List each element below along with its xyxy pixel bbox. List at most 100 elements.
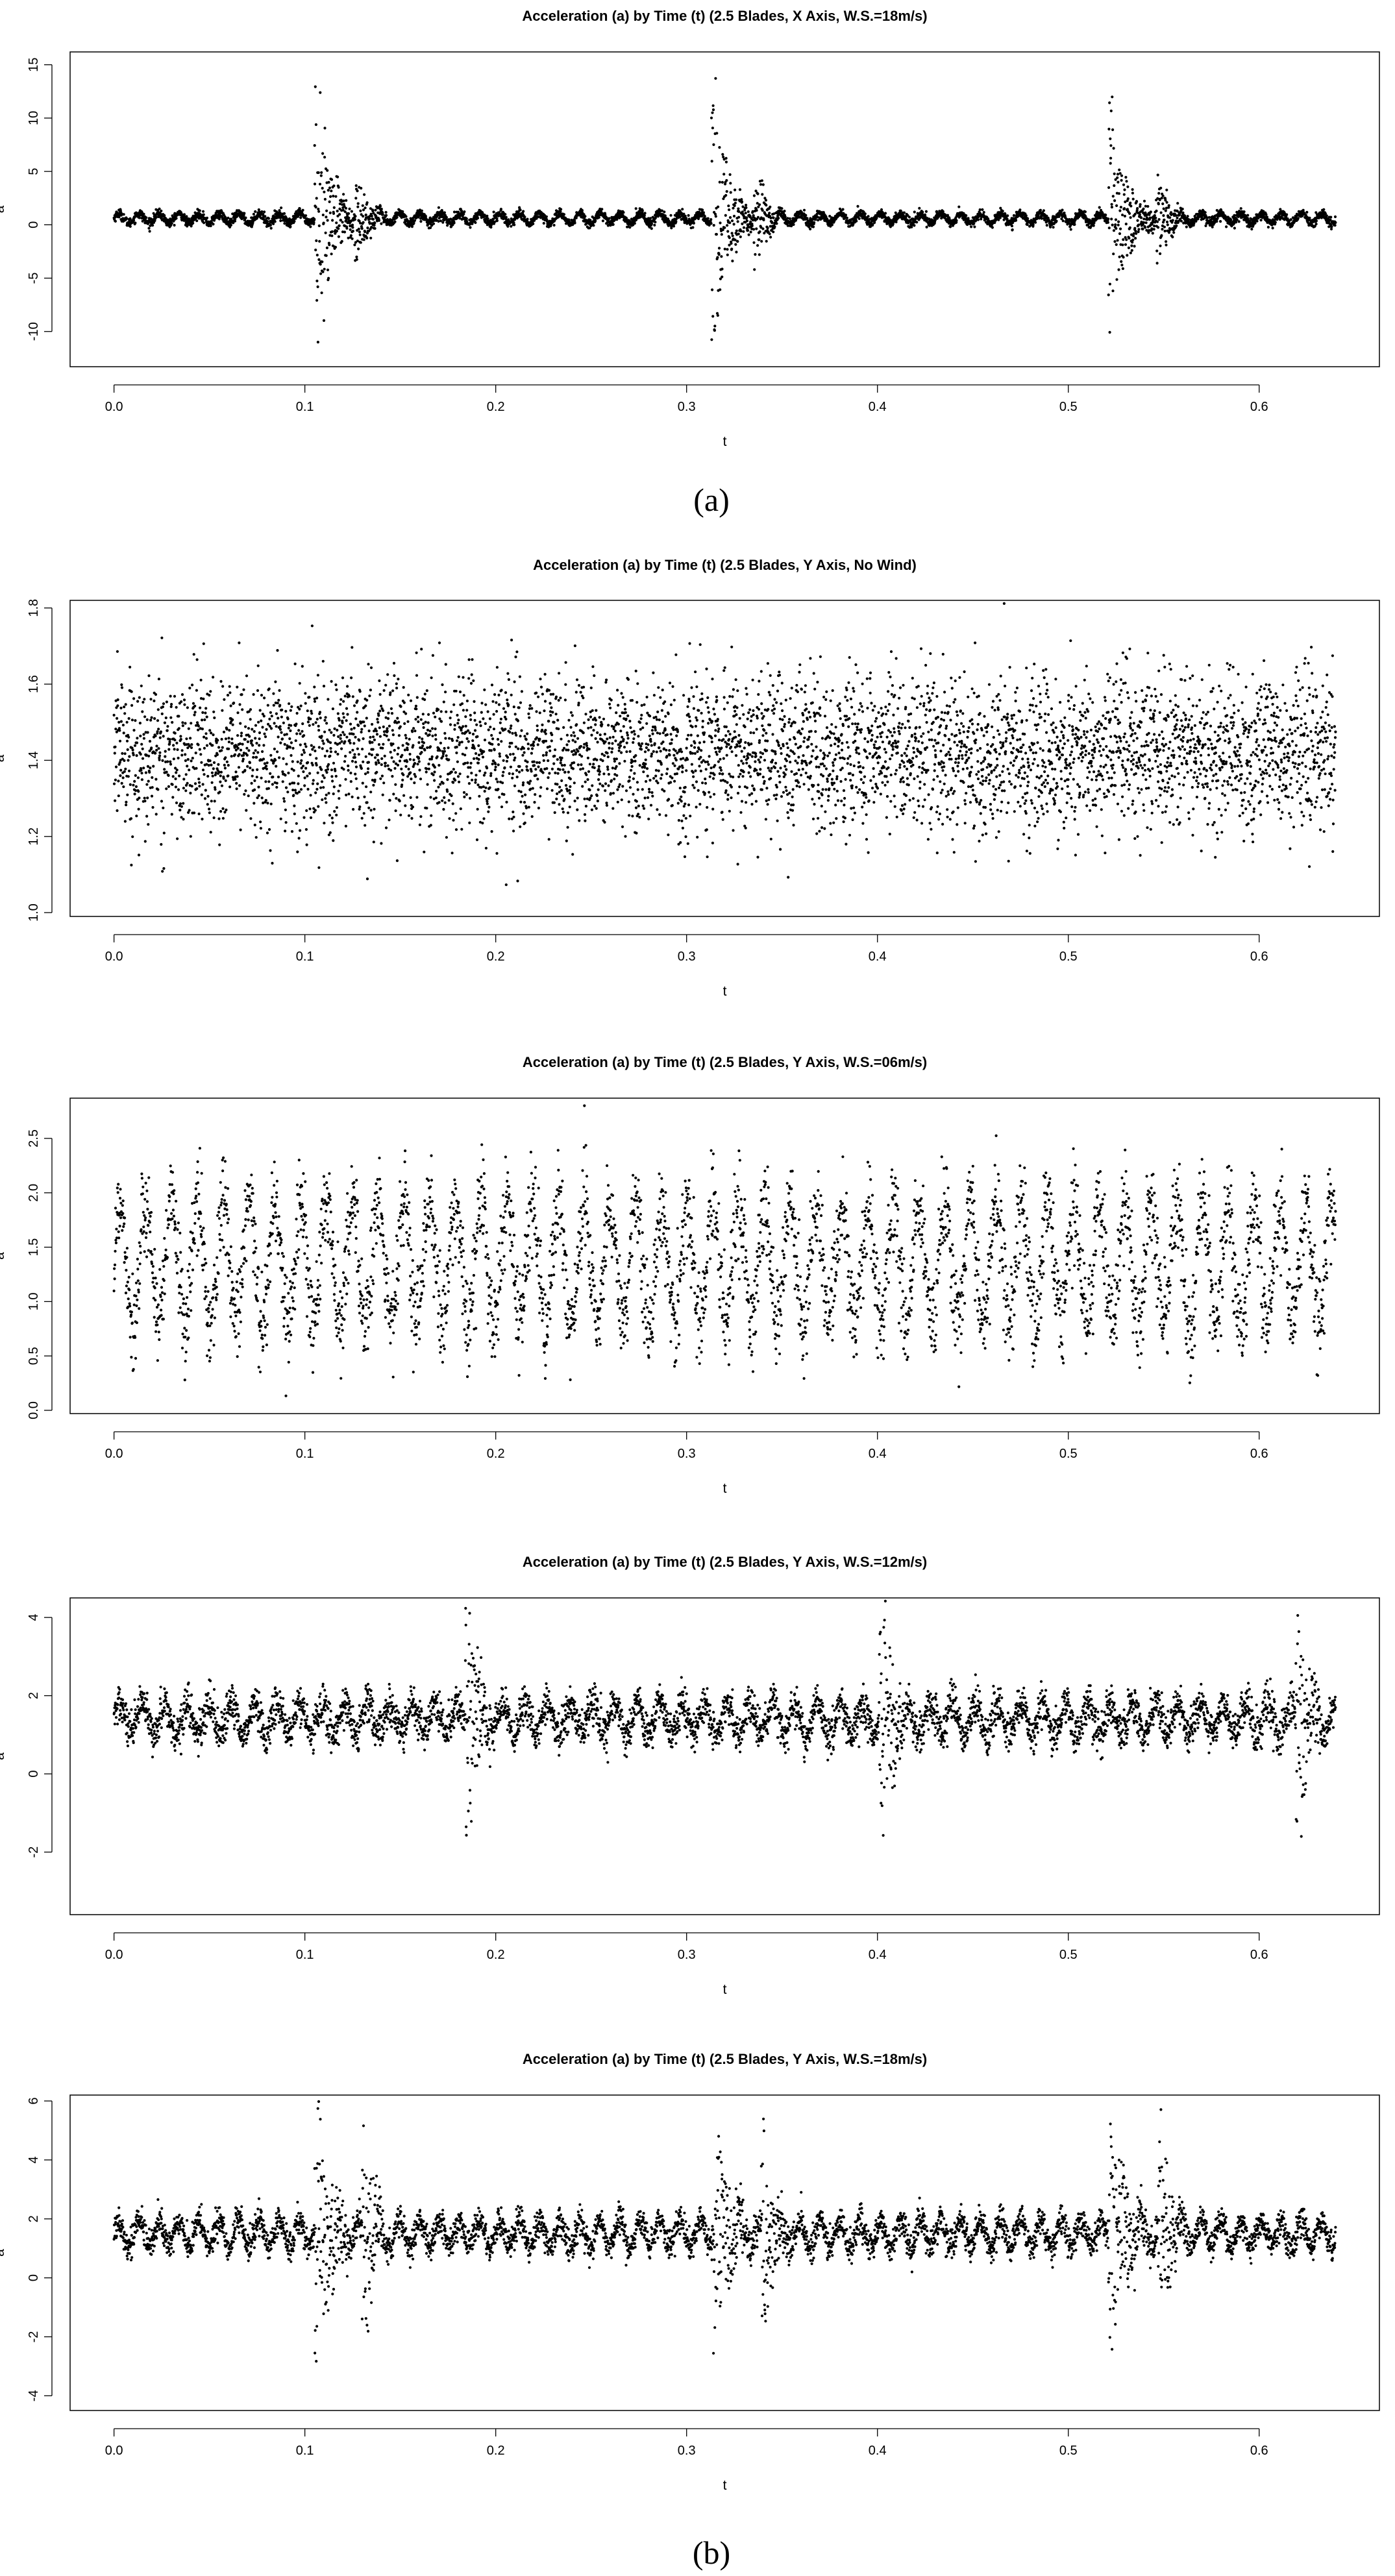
data-point (1111, 289, 1114, 292)
data-point (711, 112, 713, 114)
data-point (260, 210, 263, 213)
data-point (768, 212, 771, 214)
data-point (1123, 207, 1126, 210)
data-point (380, 208, 383, 210)
data-point (513, 223, 515, 226)
data-point (1117, 173, 1119, 175)
data-point (730, 242, 732, 245)
data-point (669, 214, 672, 217)
data-point (684, 215, 687, 217)
data-point (789, 217, 791, 220)
data-point (129, 225, 132, 228)
data-point (1011, 228, 1014, 231)
data-point (453, 221, 456, 224)
data-point (323, 156, 326, 158)
data-point (1126, 186, 1129, 188)
data-point (641, 209, 644, 212)
data-point (1142, 221, 1145, 224)
data-point (734, 189, 736, 191)
data-point (203, 221, 205, 224)
data-point (712, 104, 715, 107)
data-point (1116, 177, 1118, 179)
data-point (752, 241, 755, 244)
data-point (1122, 267, 1124, 270)
data-point (354, 218, 356, 221)
data-point (777, 217, 780, 219)
data-point (1146, 205, 1149, 208)
data-point (574, 221, 576, 224)
data-point (1134, 230, 1137, 232)
data-point (1135, 200, 1138, 202)
data-point (753, 268, 756, 271)
data-point (385, 214, 388, 217)
data-point (741, 210, 744, 213)
data-point (1134, 237, 1137, 239)
data-point (903, 212, 906, 214)
data-point (351, 238, 354, 240)
data-point (717, 206, 719, 208)
data-point (724, 194, 727, 197)
data-point (752, 214, 755, 217)
data-point (972, 222, 975, 225)
data-point (321, 152, 324, 154)
data-point (373, 222, 376, 225)
data-point (1125, 180, 1128, 182)
data-point (203, 214, 205, 216)
data-point (713, 325, 716, 327)
data-point (737, 220, 739, 223)
data-point (315, 280, 318, 282)
data-point (212, 223, 214, 225)
data-point (360, 241, 362, 244)
data-point (1120, 206, 1122, 208)
data-point (1133, 227, 1136, 230)
data-point (742, 230, 745, 233)
data-point (745, 206, 747, 209)
data-point (356, 206, 359, 208)
data-point (274, 220, 277, 223)
data-point (792, 223, 795, 226)
data-point (1117, 181, 1119, 184)
data-point (347, 212, 350, 215)
data-point (318, 225, 321, 227)
data-point (341, 221, 344, 223)
data-point (1129, 202, 1131, 204)
data-point (380, 223, 382, 225)
data-point (1155, 250, 1158, 252)
data-point (1124, 243, 1127, 246)
data-point (325, 232, 327, 234)
data-point (739, 230, 742, 232)
data-point (510, 225, 512, 228)
data-point (1046, 224, 1048, 227)
data-point (767, 227, 769, 229)
data-point (356, 258, 358, 261)
data-point (726, 224, 728, 227)
data-point (1137, 230, 1140, 233)
data-point (369, 237, 372, 239)
data-point (726, 190, 728, 193)
data-point (210, 225, 212, 227)
data-point (771, 221, 773, 224)
data-point (622, 211, 624, 214)
data-point (336, 230, 338, 232)
data-point (983, 211, 985, 214)
data-point (724, 248, 726, 251)
data-point (206, 217, 208, 219)
data-point (711, 315, 714, 317)
data-point (1107, 221, 1109, 224)
data-point (1113, 199, 1116, 202)
data-point (715, 215, 717, 217)
data-point (319, 92, 321, 94)
data-point (1120, 260, 1122, 263)
data-point (264, 215, 266, 217)
data-point (1107, 217, 1109, 220)
data-point (543, 222, 545, 225)
data-point (351, 210, 353, 213)
data-point (1132, 198, 1135, 201)
data-point (393, 221, 396, 223)
data-point (780, 207, 783, 210)
data-point (1137, 228, 1140, 230)
data-point (1073, 223, 1076, 226)
data-point (330, 252, 333, 255)
data-point (942, 210, 944, 213)
